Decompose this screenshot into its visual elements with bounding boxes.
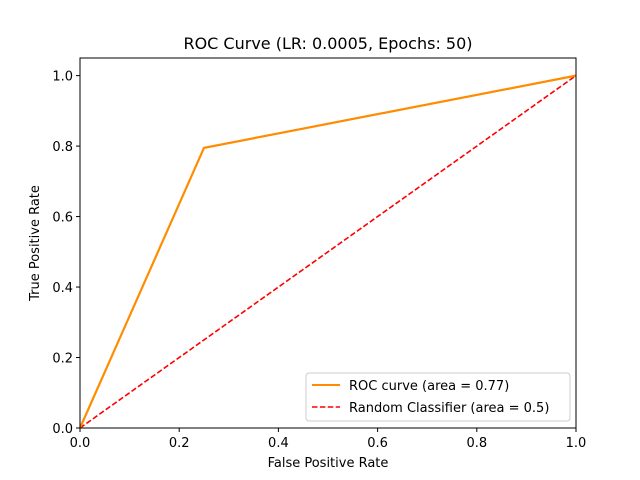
series-line-0 xyxy=(78,74,577,429)
y-tick-label: 1.0 xyxy=(52,70,73,85)
x-tick-label: 0.2 xyxy=(169,436,190,451)
legend-label-random: Random Classifier (area = 0.5) xyxy=(349,401,549,416)
x-tick-label: 0.4 xyxy=(268,436,289,451)
x-axis-label: False Positive Rate xyxy=(268,456,389,471)
y-tick-label: 0.8 xyxy=(52,140,73,155)
y-tick-label: 0.0 xyxy=(52,422,73,437)
y-tick-label: 0.4 xyxy=(52,281,73,296)
x-tick-label: 0.0 xyxy=(70,436,91,451)
legend: ROC curve (area = 0.77) Random Classifie… xyxy=(305,372,571,422)
series-line-1 xyxy=(79,74,577,429)
plot-frame xyxy=(79,57,577,429)
x-tick-label: 0.8 xyxy=(466,436,487,451)
y-tick-label: 0.2 xyxy=(52,352,73,367)
series-layer xyxy=(78,74,577,429)
y-axis-label: True Positive Rate xyxy=(28,185,43,302)
x-tick-label: 1.0 xyxy=(566,436,587,451)
y-tick-label: 0.6 xyxy=(52,211,73,226)
x-tick-label: 0.6 xyxy=(367,436,388,451)
axis-ticks: 0.0 0.2 0.4 0.6 0.8 1.0 0.0 0.2 0.4 0.6 0.8 1.0 xyxy=(52,70,586,451)
legend-label-roc: ROC curve (area = 0.77) xyxy=(349,379,509,394)
legend-box xyxy=(305,372,571,422)
chart-title: ROC Curve (LR: 0.0005, Epochs: 50) xyxy=(183,34,472,53)
